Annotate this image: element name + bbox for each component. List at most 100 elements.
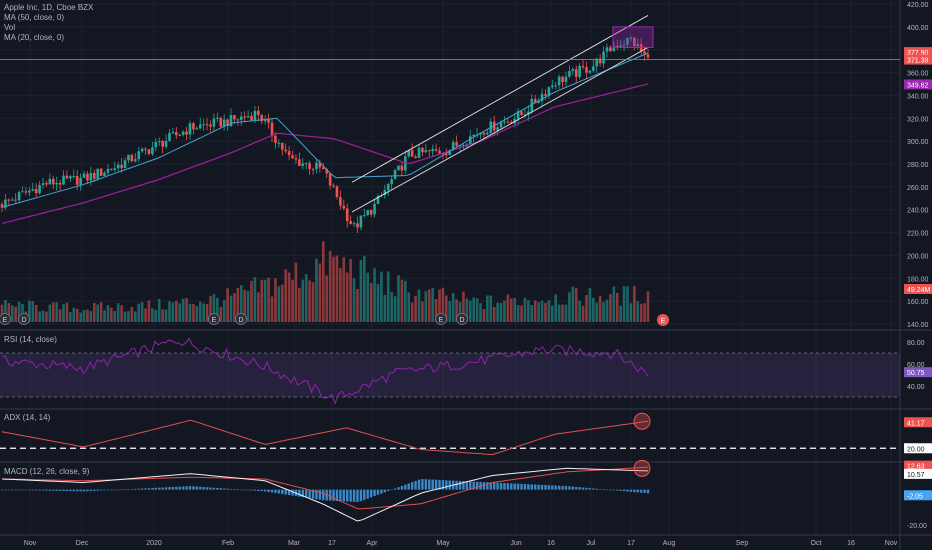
dividend-marker[interactable]: D — [18, 313, 30, 325]
adx-label[interactable]: ADX (14, 14) — [4, 413, 51, 422]
price-line-badge[interactable]: 371.38 — [904, 54, 932, 65]
legend-vol[interactable]: Vol — [4, 23, 16, 32]
volume-bar — [171, 302, 175, 322]
volume-bar — [291, 279, 294, 322]
volume-bar — [366, 272, 370, 322]
badge-text: 20.00 — [907, 446, 925, 453]
candle-body — [499, 122, 503, 128]
price-axis[interactable]: 420.00400.00380.00360.00340.00320.00300.… — [904, 2, 932, 530]
volume-bar — [455, 299, 458, 322]
candle-body — [92, 172, 96, 179]
macd-histogram-bar — [595, 488, 598, 490]
volume-bar — [486, 295, 489, 322]
macd-histogram-bar — [199, 486, 202, 490]
macd-histogram-bar — [62, 489, 65, 491]
symbol-title[interactable]: Apple Inc, 1D, Cboe BZX — [4, 3, 94, 12]
volume-bar — [557, 304, 561, 322]
macd-histogram-bar — [356, 489, 359, 502]
rsi-pane[interactable] — [0, 337, 900, 405]
macd-histogram-bar — [89, 489, 93, 492]
legend-ma50[interactable]: MA (50, close, 0) — [4, 13, 65, 22]
candle-body — [99, 168, 103, 176]
volume-bar — [28, 300, 31, 322]
adx-pane[interactable] — [0, 412, 900, 456]
adx-threshold-badge[interactable]: 20.00 — [904, 443, 932, 454]
volume-bar — [373, 268, 376, 322]
volume-bar — [345, 272, 349, 322]
candle-body — [462, 145, 465, 147]
signal-value-badge[interactable]: 12.63 — [904, 460, 932, 471]
candle-body — [185, 131, 188, 135]
macd-value-badge[interactable]: 10.57 — [904, 468, 932, 479]
legend-ma20[interactable]: MA (20, close, 0) — [4, 33, 65, 42]
candle-body — [427, 150, 431, 152]
volume-bar — [386, 271, 390, 322]
volume-bar — [236, 287, 240, 322]
time-axis[interactable]: Nov Dec 2020 Feb Mar 17 Apr May Jun 16 Jul 17 Aug Sep… — [24, 540, 898, 547]
candle-body — [349, 221, 352, 224]
marker-label: D — [21, 317, 26, 324]
macd-histogram-bar — [575, 486, 578, 490]
volume-bar — [284, 269, 287, 322]
macd-histogram-bar — [486, 482, 489, 490]
macd-histogram-bar — [14, 489, 17, 491]
macd-histogram-bar — [161, 487, 164, 490]
earnings-marker[interactable]: E — [208, 313, 220, 325]
macd-histogram-bar — [564, 486, 568, 490]
rsi-value-badge[interactable]: 50.75 — [904, 367, 932, 378]
macd-histogram-bar — [171, 486, 175, 490]
volume-badge[interactable]: 49.24M — [904, 284, 932, 294]
upcoming-earnings-marker[interactable]: E — [657, 314, 669, 326]
volume-bar — [304, 274, 308, 322]
candle-body — [257, 110, 260, 115]
volume-bar — [513, 298, 516, 322]
macd-histogram-bar — [243, 489, 246, 491]
candle-body — [472, 134, 475, 137]
candle-body — [592, 66, 595, 71]
adx-highlight-circle — [633, 412, 651, 430]
badge-text: 50.75 — [907, 370, 925, 377]
macd-histogram-bar — [24, 489, 28, 491]
earnings-marker[interactable]: E — [435, 313, 447, 325]
candle-body — [110, 168, 113, 170]
adx-value-badge[interactable]: 41.17 — [904, 417, 932, 428]
volume-bar — [21, 303, 24, 322]
candle-body — [410, 150, 414, 157]
volume-bar — [397, 275, 400, 322]
volume-bar — [154, 310, 158, 322]
macd-histogram-bar — [219, 488, 222, 490]
macd-highlight-circle — [633, 459, 651, 477]
volume-bar — [75, 308, 79, 322]
macd-histogram-bar — [547, 485, 551, 490]
time-tick-label: 16 — [847, 540, 855, 547]
volume-bar — [161, 309, 164, 322]
candle-body — [533, 98, 537, 103]
candle-body — [284, 149, 287, 152]
rsi-label[interactable]: RSI (14, close) — [4, 335, 57, 344]
badge-bg — [904, 460, 932, 471]
volume-bar — [369, 283, 373, 322]
volume-bar — [229, 295, 233, 322]
macd-histogram-bar — [58, 489, 62, 491]
volume-bar — [383, 294, 387, 322]
macd-label[interactable]: MACD (12, 26, close, 9) — [4, 467, 90, 476]
dividend-marker[interactable]: D — [456, 313, 468, 325]
dividend-marker[interactable]: D — [235, 313, 247, 325]
volume-bar — [568, 292, 571, 322]
macd-histogram-bar — [376, 489, 380, 495]
volume-bar — [380, 271, 383, 322]
earnings-marker[interactable]: E — [0, 313, 11, 325]
macd-histogram-bar — [82, 489, 86, 492]
histogram-value-badge[interactable]: -2.05 — [904, 490, 932, 501]
candle-body — [516, 111, 520, 119]
macd-histogram-bar — [335, 489, 339, 501]
candle-body — [65, 175, 69, 179]
ma50-badge[interactable]: 349.62 — [904, 79, 932, 90]
last-price-badge[interactable]: 377.90 — [904, 47, 932, 58]
candle-body — [41, 183, 45, 185]
macd-histogram-bar — [441, 480, 445, 490]
macd-pane[interactable] — [0, 459, 651, 522]
volume-bar — [14, 306, 17, 322]
